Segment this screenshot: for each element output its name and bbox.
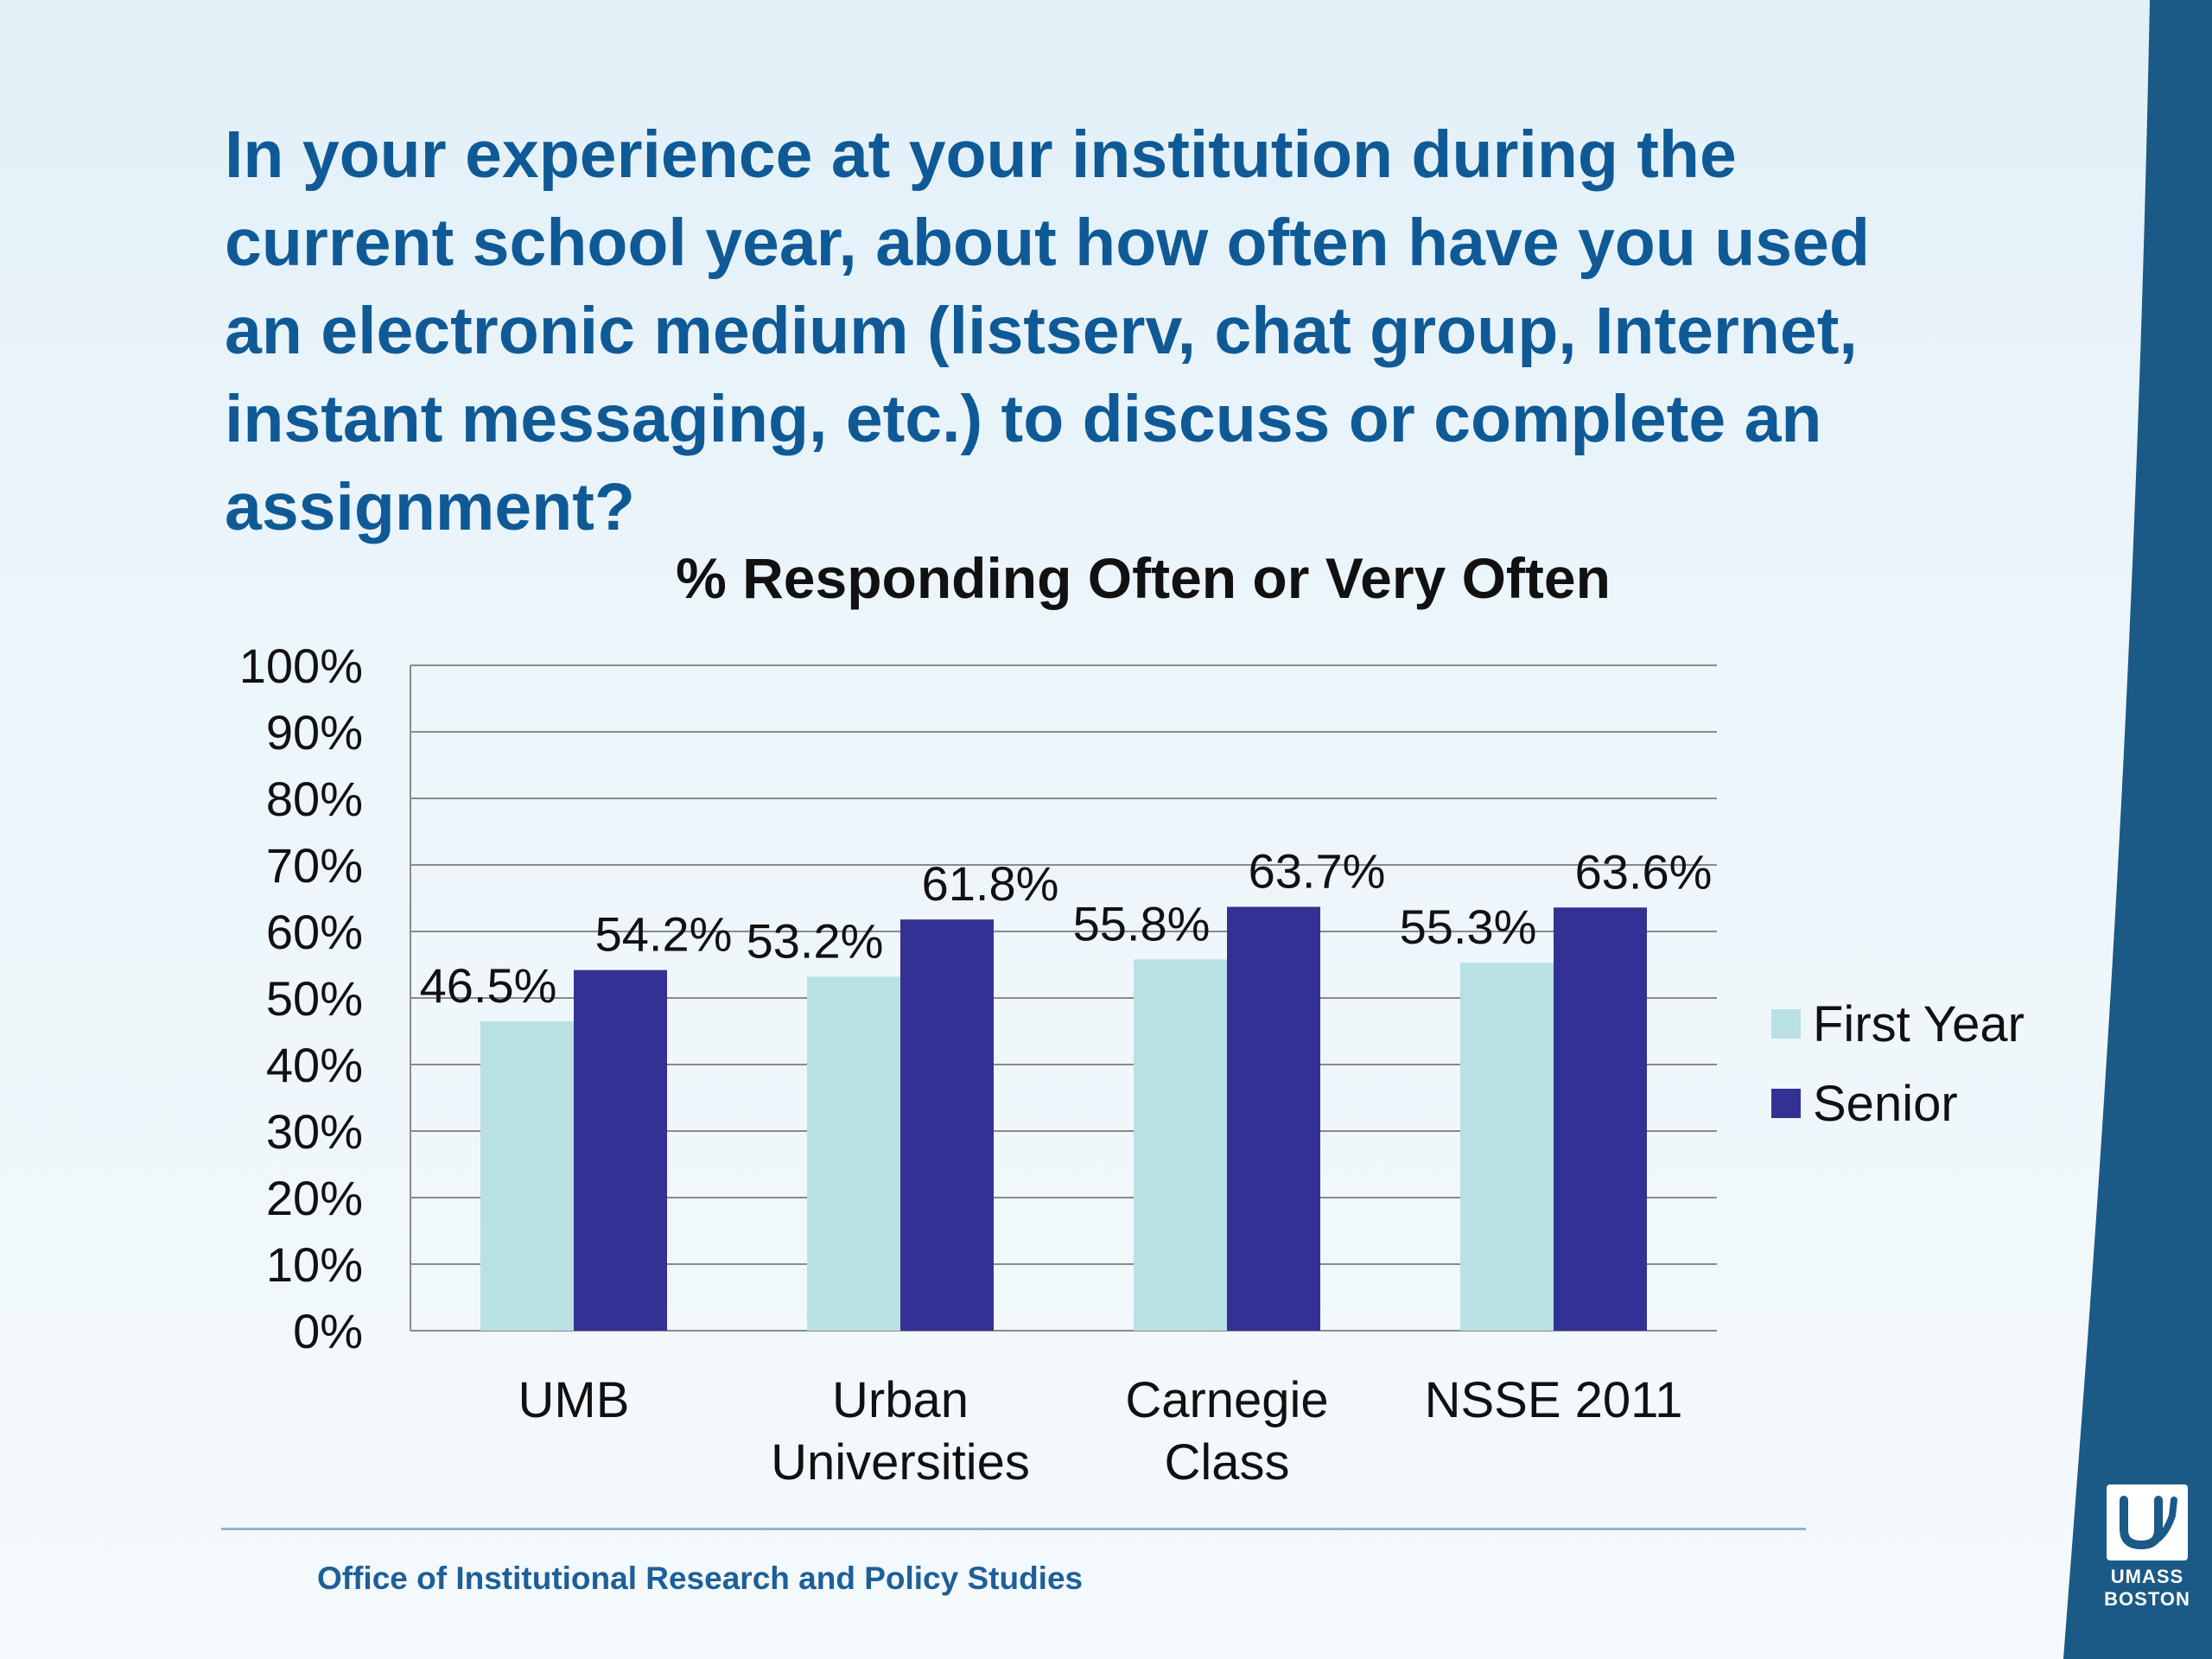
x-tick-label: NSSE 2011 — [1425, 1372, 1683, 1428]
logo-word-boston: BOSTON — [2104, 1588, 2190, 1610]
data-label: 63.6% — [1575, 844, 1713, 899]
y-tick-label: 100% — [239, 639, 363, 693]
logo-word-umass: UMASS — [2110, 1566, 2184, 1587]
legend-swatch — [1771, 1009, 1801, 1039]
y-tick-label: 70% — [266, 838, 363, 893]
bar-senior — [1227, 906, 1320, 1331]
data-label: 46.5% — [420, 958, 557, 1013]
legend-swatch — [1771, 1089, 1801, 1118]
data-label: 54.2% — [595, 907, 733, 962]
slide-question: In your experience at your institution d… — [225, 111, 2074, 551]
bar-first-year — [480, 1020, 574, 1331]
data-label: 55.3% — [1400, 899, 1537, 954]
logo-wordmark: UMASS BOSTON — [2091, 1566, 2203, 1611]
footer-office-name: Office of Institutional Research and Pol… — [317, 1560, 1084, 1596]
y-tick-label: 10% — [266, 1237, 363, 1292]
bar-first-year — [1134, 959, 1227, 1331]
bar-senior — [900, 919, 994, 1331]
x-tick-label: Universities — [771, 1434, 1030, 1491]
umass-logo-mark-icon — [2107, 1484, 2188, 1560]
chart-title: % Responding Often or Very Often — [676, 546, 1611, 610]
question-line: current school year, about how often hav… — [225, 206, 1870, 280]
bar-senior — [574, 969, 667, 1331]
brand-band-shape — [2063, 0, 2212, 1659]
y-tick-label: 20% — [266, 1171, 363, 1225]
data-label: 61.8% — [922, 856, 1059, 911]
x-tick-label: Urban — [832, 1372, 969, 1428]
y-tick-label: 30% — [266, 1104, 363, 1159]
y-tick-label: 0% — [293, 1304, 363, 1358]
question-line: assignment? — [225, 470, 635, 544]
bar-senior — [1554, 907, 1647, 1331]
bar-first-year — [807, 976, 900, 1331]
x-tick-label: UMB — [518, 1372, 630, 1428]
question-line: instant messaging, etc.) to discuss or c… — [225, 382, 1822, 456]
y-tick-label: 80% — [266, 772, 363, 826]
footer-divider — [221, 1528, 1806, 1530]
legend-label: Senior — [1813, 1076, 1958, 1132]
y-tick-label: 90% — [266, 705, 363, 760]
y-tick-label: 60% — [266, 905, 363, 959]
y-tick-label: 40% — [266, 1038, 363, 1092]
question-line: an electronic medium (listserv, chat gro… — [225, 294, 1858, 368]
x-tick-label: Class — [1164, 1434, 1289, 1491]
bar-first-year — [1460, 963, 1554, 1331]
legend-label: First Year — [1813, 996, 2024, 1052]
data-label: 63.7% — [1249, 844, 1386, 899]
x-tick-label: Carnegie — [1125, 1372, 1328, 1428]
question-line: In your experience at your institution d… — [225, 118, 1737, 192]
umass-boston-logo: UMASS BOSTON — [2091, 1479, 2203, 1618]
data-label: 53.2% — [747, 913, 884, 968]
data-label: 55.8% — [1073, 896, 1211, 950]
y-tick-label: 50% — [266, 971, 363, 1026]
